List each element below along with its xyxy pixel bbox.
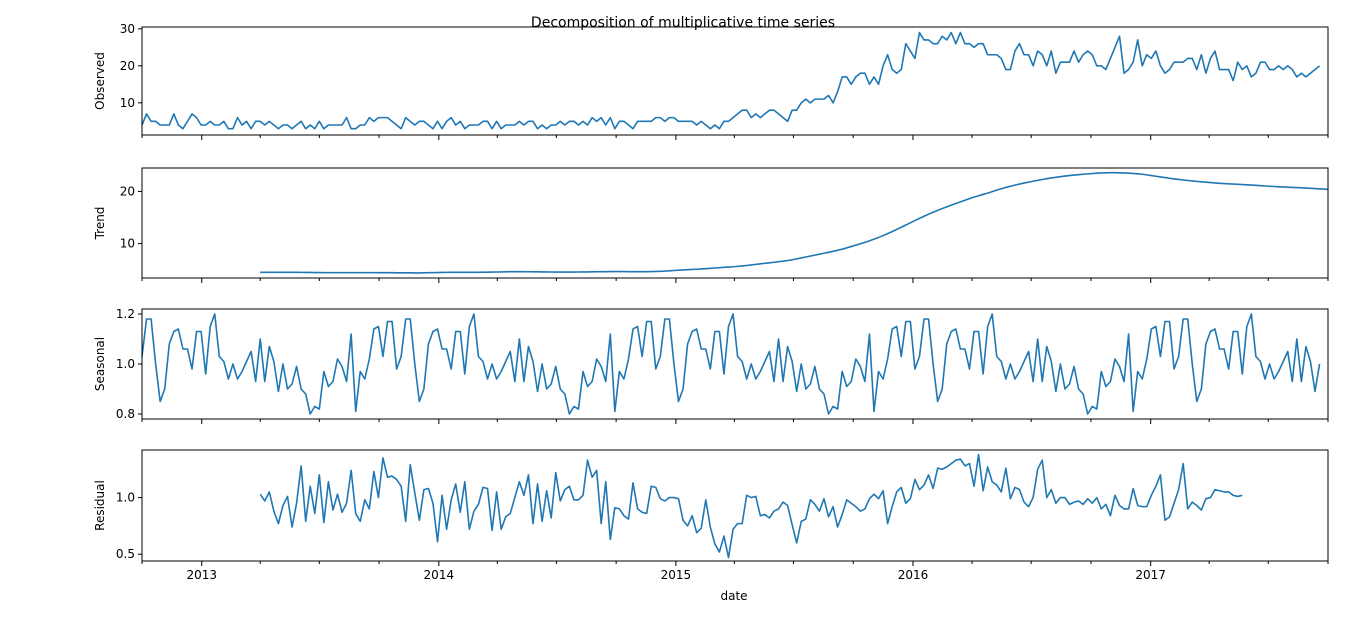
observed-series-line [141, 31, 1321, 130]
panels: 10 20 30 Observed 10 20 Trend 0.8 1.0 1.2 Seasonal… [93, 22, 1329, 566]
seasonal-series-line [141, 313, 1321, 415]
x-tick-label-2015: 2015 [661, 568, 692, 582]
panel-observed: 10 20 30 Observed [93, 22, 1329, 140]
observed-y-tick-label: 20 [120, 59, 135, 73]
residual-y-axis-label: Residual [93, 480, 107, 531]
x-axis: 2013 2014 2015 2016 2017 [186, 568, 1165, 582]
x-tick-label-2017: 2017 [1135, 568, 1166, 582]
x-tick-label-2016: 2016 [898, 568, 929, 582]
x-tick-label-2014: 2014 [424, 568, 455, 582]
trend-y-axis-label: Trend [93, 207, 107, 241]
seasonal-y-tick-label: 1.0 [116, 357, 135, 371]
observed-y-tick-label: 30 [120, 22, 135, 36]
trend-series-line [260, 171, 1329, 274]
x-tick-label-2013: 2013 [186, 568, 217, 582]
residual-series-line [259, 453, 1243, 559]
observed-y-tick-label: 10 [120, 96, 135, 110]
panel-residual: 0.5 1.0 Residual [93, 449, 1329, 566]
trend-y-tick-label: 20 [120, 184, 135, 198]
trend-axes-frame [141, 167, 1329, 279]
seasonal-y-tick-label: 0.8 [116, 407, 135, 421]
x-axis-label: date [720, 589, 747, 603]
residual-axes-frame [141, 449, 1329, 562]
trend-y-tick-label: 10 [120, 237, 135, 251]
residual-y-tick-label: 1.0 [116, 491, 135, 505]
seasonal-y-tick-label: 1.2 [116, 307, 135, 321]
chart-title: Decomposition of multiplicative time ser… [531, 15, 835, 31]
residual-y-tick-label: 0.5 [116, 547, 135, 561]
panel-seasonal: 0.8 1.0 1.2 Seasonal [93, 307, 1329, 424]
observed-y-axis-label: Observed [93, 52, 107, 110]
seasonal-y-axis-label: Seasonal [93, 337, 107, 391]
panel-trend: 10 20 Trend [93, 167, 1329, 283]
observed-axes-frame [141, 26, 1329, 136]
